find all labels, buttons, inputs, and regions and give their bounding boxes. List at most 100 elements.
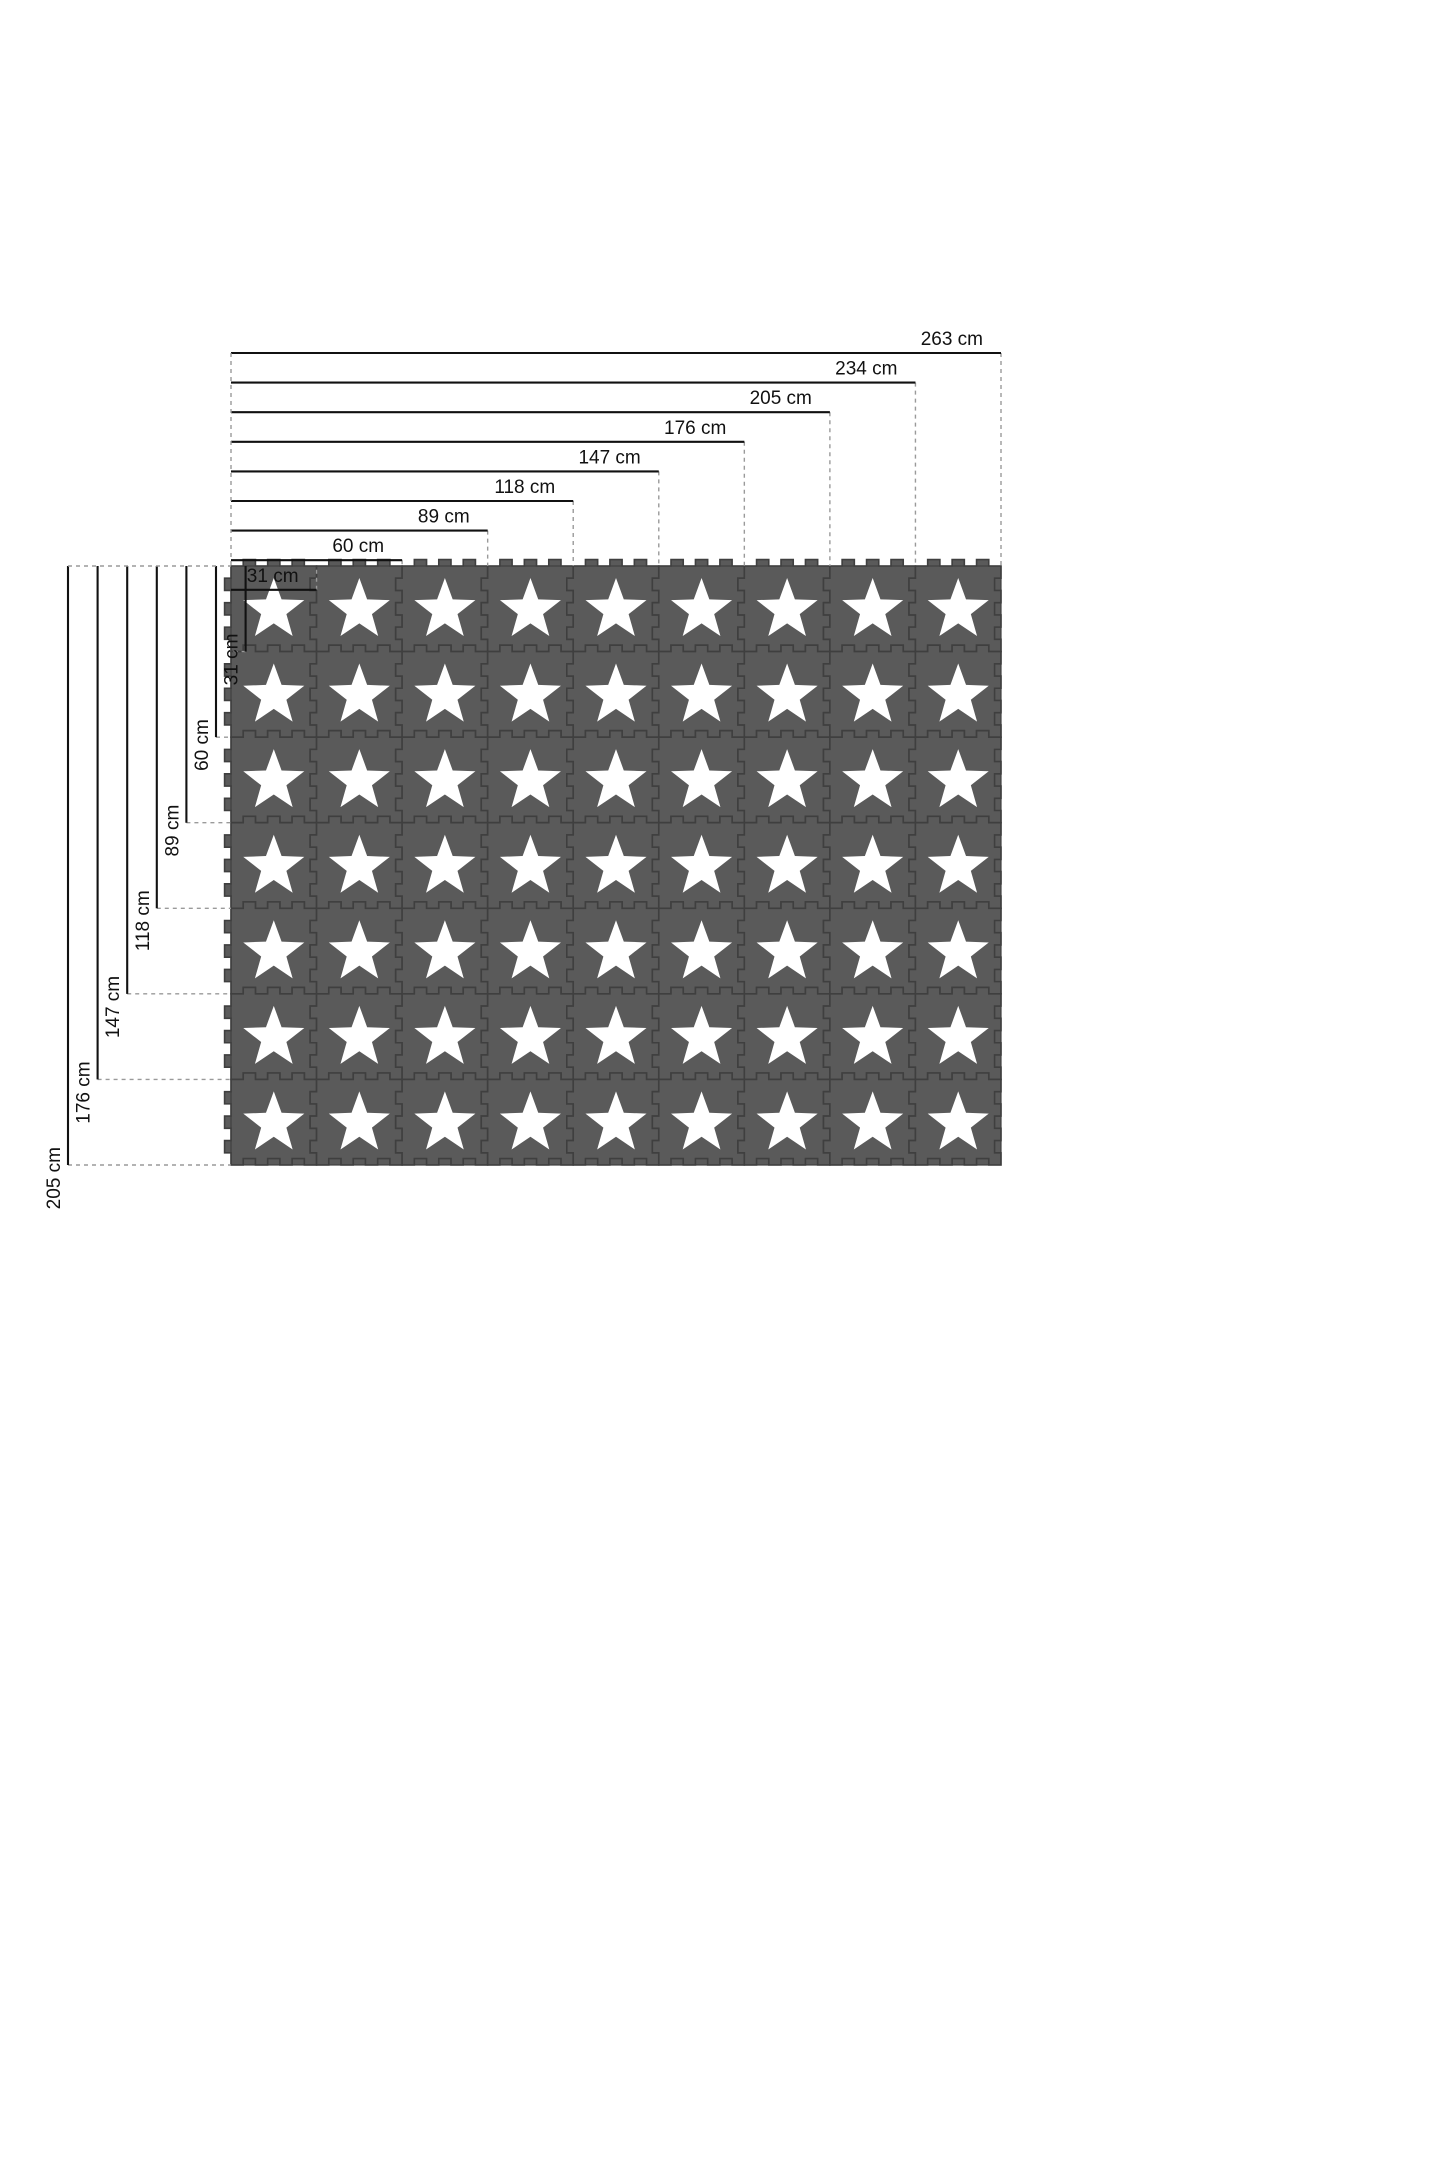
star-icon bbox=[585, 834, 647, 893]
dimension-label: 205 cm bbox=[750, 388, 812, 409]
mat-tile bbox=[309, 901, 403, 995]
mat-tile bbox=[822, 644, 917, 738]
star-icon bbox=[756, 1005, 818, 1064]
mat-tile bbox=[822, 729, 917, 824]
star-icon bbox=[499, 834, 561, 893]
mat-tile bbox=[394, 986, 489, 1081]
mat-tile bbox=[480, 901, 575, 995]
mat-tile bbox=[223, 986, 318, 1081]
dimension-label: 205 cm bbox=[44, 1147, 65, 1209]
star-icon bbox=[842, 1091, 904, 1150]
mat-tile bbox=[908, 901, 1002, 995]
mat-tile bbox=[309, 729, 403, 824]
mat-tile bbox=[480, 729, 575, 824]
mat-tile bbox=[737, 986, 831, 1081]
mat-tile bbox=[908, 815, 1002, 910]
star-icon bbox=[414, 920, 476, 979]
mat-tile bbox=[566, 729, 660, 824]
star-icon bbox=[585, 749, 647, 808]
dimension-118cm-horizontal: 118 cm bbox=[231, 477, 574, 566]
star-icon bbox=[585, 1091, 647, 1150]
star-icon bbox=[414, 834, 476, 893]
dimension-label: 234 cm bbox=[835, 359, 897, 380]
star-icon bbox=[927, 1091, 989, 1150]
star-icon bbox=[585, 1005, 647, 1064]
dimension-label: 89 cm bbox=[162, 805, 183, 857]
star-icon bbox=[671, 1005, 733, 1064]
star-icon bbox=[756, 1091, 818, 1150]
star-icon bbox=[243, 749, 305, 808]
horizontal-dimensions: 263 cm 234 cm 205 cm 176 cm 147 cm 118 cm 89 c… bbox=[230, 329, 1002, 591]
mat-tile bbox=[566, 644, 660, 738]
star-icon bbox=[671, 663, 733, 722]
mat-tile bbox=[309, 644, 403, 738]
dimension-176cm-horizontal: 176 cm bbox=[231, 418, 746, 566]
dimension-label: 118 cm bbox=[133, 890, 154, 951]
mat-tile bbox=[223, 1072, 318, 1166]
star-icon bbox=[414, 1005, 476, 1064]
dimension-147cm-vertical: 147 cm bbox=[103, 566, 231, 1038]
mat-tile bbox=[737, 558, 831, 653]
mat-tile bbox=[566, 558, 660, 653]
mat-tile bbox=[394, 1072, 489, 1166]
mat-tile bbox=[822, 986, 917, 1081]
star-icon bbox=[328, 749, 390, 808]
vertical-dimensions: 205 cm 176 cm 147 cm 118 cm 89 cm 60 cm 31 cm bbox=[44, 565, 247, 1209]
mat-tile bbox=[223, 815, 318, 910]
star-icon bbox=[243, 577, 305, 637]
star-icon bbox=[243, 1091, 305, 1150]
star-icon bbox=[671, 749, 733, 808]
mat-tile bbox=[480, 558, 575, 653]
star-icon bbox=[414, 749, 476, 808]
mat-tile bbox=[223, 901, 318, 995]
star-icon bbox=[842, 663, 904, 722]
mat-tile bbox=[480, 815, 575, 910]
star-icon bbox=[671, 577, 733, 637]
star-icon bbox=[842, 834, 904, 893]
star-icon bbox=[499, 1091, 561, 1150]
star-icon bbox=[499, 663, 561, 722]
mat-tile bbox=[737, 644, 831, 738]
star-icon bbox=[243, 1005, 305, 1064]
star-icon bbox=[585, 663, 647, 722]
star-icon bbox=[927, 577, 989, 637]
mat-tile bbox=[651, 986, 746, 1081]
dimension-label: 60 cm bbox=[332, 536, 384, 557]
dimension-60cm-vertical: 60 cm bbox=[192, 566, 231, 771]
star-icon bbox=[756, 834, 818, 893]
star-icon bbox=[756, 749, 818, 808]
dimension-label: 60 cm bbox=[192, 719, 213, 771]
mat-tile bbox=[822, 1072, 917, 1166]
mat-tile bbox=[651, 644, 746, 738]
mat-tile bbox=[737, 729, 831, 824]
dimension-263cm-horizontal: 263 cm bbox=[231, 329, 1002, 566]
star-icon bbox=[585, 577, 647, 637]
dimension-205cm-vertical: 205 cm bbox=[44, 566, 231, 1209]
dimension-label: 147 cm bbox=[578, 447, 640, 468]
dimension-89cm-vertical: 89 cm bbox=[162, 566, 231, 856]
mat-tile bbox=[737, 815, 831, 910]
star-icon bbox=[842, 577, 904, 637]
star-icon bbox=[414, 577, 476, 637]
mat-tile bbox=[309, 558, 403, 653]
mat-tile bbox=[651, 815, 746, 910]
dimension-label: 118 cm bbox=[494, 477, 555, 498]
mat-tile bbox=[908, 644, 1002, 738]
star-icon bbox=[756, 920, 818, 979]
star-icon bbox=[499, 577, 561, 637]
mat-tile bbox=[822, 815, 917, 910]
mat-tile bbox=[822, 558, 917, 653]
dimension-label: 89 cm bbox=[418, 507, 470, 528]
mat-tile bbox=[908, 729, 1002, 824]
mat-tile bbox=[908, 986, 1002, 1081]
star-icon bbox=[499, 1005, 561, 1064]
mat-tile bbox=[394, 729, 489, 824]
star-icon bbox=[328, 834, 390, 893]
star-icon bbox=[243, 920, 305, 979]
mat-tile bbox=[822, 901, 917, 995]
star-icon bbox=[499, 920, 561, 979]
star-icon bbox=[243, 663, 305, 722]
star-icon bbox=[756, 577, 818, 637]
